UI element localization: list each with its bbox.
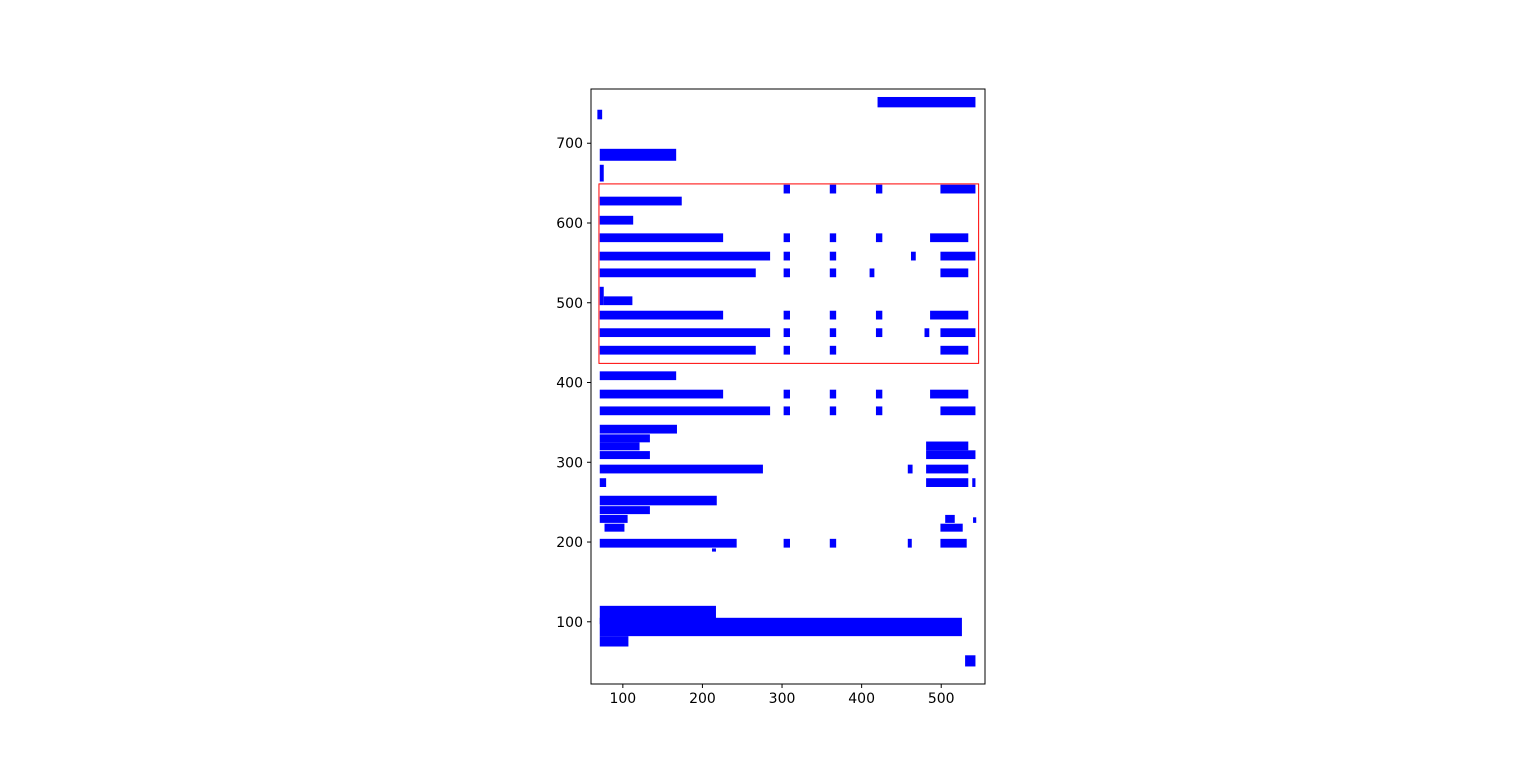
layout-box [940, 345, 969, 355]
highlight-rect [598, 183, 980, 364]
layout-box [783, 310, 790, 320]
layout-box [940, 268, 969, 278]
layout-box [940, 538, 967, 548]
layout-box [599, 328, 771, 338]
layout-box [603, 296, 633, 306]
x-tick-label: 100 [609, 691, 636, 707]
layout-box [926, 464, 969, 474]
layout-box [965, 655, 976, 667]
layout-box [940, 184, 976, 194]
x-tick-label: 400 [848, 691, 875, 707]
y-tick-label: 700 [556, 136, 583, 152]
layout-box [599, 286, 604, 306]
layout-box [599, 464, 763, 474]
layout-box [599, 406, 771, 416]
layout-box [907, 538, 912, 548]
layout-box [930, 389, 969, 399]
layout-box [783, 328, 790, 338]
layout-box [599, 514, 628, 523]
layout-box [875, 406, 883, 416]
layout-box [599, 148, 677, 161]
layout-box [829, 328, 837, 338]
layout-box [940, 328, 976, 338]
layout-box [599, 442, 640, 451]
layout-box [783, 233, 790, 243]
layout-box [930, 310, 969, 320]
axes-spines [590, 88, 986, 685]
layout-box [926, 450, 976, 460]
layout-box [875, 310, 883, 320]
layout-box [599, 478, 607, 487]
layout-box [869, 268, 875, 278]
layout-box [940, 406, 976, 416]
layout-box [783, 268, 790, 278]
layout-box [926, 478, 969, 487]
layout-box [877, 96, 976, 108]
layout-box [599, 215, 634, 225]
layout-box [599, 251, 771, 261]
y-tick-label: 200 [556, 535, 583, 551]
axes-background [591, 89, 985, 684]
layout-box [599, 164, 604, 182]
layout-box [599, 538, 737, 548]
layout-box [599, 617, 962, 637]
layout-box [973, 517, 977, 523]
layout-box [875, 233, 883, 243]
layout-box [599, 434, 650, 443]
layout-box [930, 233, 969, 243]
layout-box [783, 538, 790, 548]
layout-box [945, 514, 955, 523]
layout-box [599, 371, 677, 381]
layout-box [907, 464, 913, 474]
layout-box [783, 251, 790, 261]
layout-box [783, 345, 790, 355]
layout-box [599, 389, 724, 399]
x-tick-label: 500 [928, 691, 955, 707]
layout-box [599, 345, 756, 355]
layout-box [910, 251, 916, 261]
layout-box [599, 310, 724, 320]
layout-box [940, 523, 963, 532]
layout-box [829, 406, 837, 416]
layout-box [599, 451, 650, 460]
layout-box [829, 184, 837, 194]
y-tick-label: 100 [556, 615, 583, 631]
layout-box [783, 389, 790, 399]
layout-box [829, 310, 837, 320]
layout-box [599, 196, 682, 206]
x-tick-label: 300 [769, 691, 796, 707]
y-tick-label: 300 [556, 455, 583, 471]
layout-box [924, 328, 930, 338]
layout-box [926, 441, 969, 451]
y-tick-label: 600 [556, 216, 583, 232]
layout-box [829, 389, 837, 399]
layout-box [940, 251, 976, 261]
x-tick-label: 200 [689, 691, 716, 707]
layout-box [875, 328, 883, 338]
layout-box [599, 233, 724, 243]
layout-box [972, 478, 976, 487]
layout-box [875, 184, 883, 194]
layout-box [829, 345, 837, 355]
layout-box [599, 424, 677, 434]
layout-box [829, 268, 837, 278]
layout-box [783, 406, 790, 416]
layout-box [604, 523, 625, 532]
y-tick-label: 500 [556, 296, 583, 312]
layout-box [875, 389, 883, 399]
layout-box [599, 268, 756, 278]
layout-box [599, 506, 650, 515]
layout-box [829, 538, 837, 548]
layout-box [599, 495, 717, 506]
y-tick-label: 400 [556, 376, 583, 392]
layout-box [597, 109, 603, 120]
layout-box [783, 184, 790, 194]
layout-box [711, 548, 716, 552]
layout-box [829, 251, 837, 261]
layout-box [599, 636, 629, 647]
layout-box [829, 233, 837, 243]
